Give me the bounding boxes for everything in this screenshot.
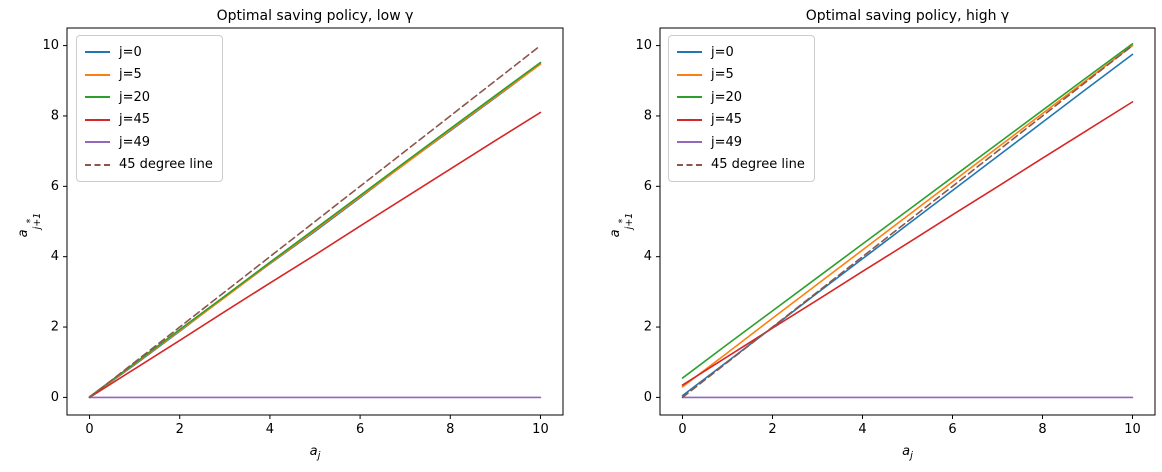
right-plot-area: 0 2 4 6 8 10 0 2 4 6 8 10 (635, 27, 1156, 437)
x-tick-label: 0 (678, 422, 686, 437)
y-tick-label: 0 (644, 390, 652, 405)
legend-line-sample (677, 163, 702, 166)
y-tick-label: 0 (51, 390, 59, 405)
left-x-axis-label: aj (309, 444, 321, 462)
legend-label: j=49 (119, 134, 151, 150)
legend-label: 45 degree line (711, 157, 805, 173)
right-plot-title: Optimal saving policy, high γ (805, 8, 1010, 24)
x-tick-label: 6 (948, 422, 956, 437)
y-tick-label: 10 (635, 38, 652, 53)
x-tick-label: 4 (858, 422, 866, 437)
legend-line-sample (85, 163, 110, 166)
x-tick-label: 0 (85, 422, 93, 437)
y-tick-label: 6 (644, 179, 652, 194)
legend-item: j=5 (85, 64, 214, 87)
y-tick-label: 4 (644, 249, 652, 264)
x-tick-label: 10 (532, 422, 549, 437)
legend-line-sample (677, 141, 702, 144)
legend-item: j=49 (677, 131, 806, 154)
legend-label: j=49 (711, 134, 743, 150)
series-line-j-20 (681, 43, 1134, 379)
legend-item: j=20 (85, 86, 214, 109)
legend-label: j=5 (711, 67, 734, 83)
right-y-axis-label: a * j+1 (608, 212, 635, 238)
y-tick-label: 8 (644, 108, 652, 123)
x-tick-label: 10 (1124, 422, 1141, 437)
series-line-45-degree-line (88, 44, 542, 399)
left-y-axis-label: a * j+1 (16, 212, 43, 238)
legend-label: 45 degree line (119, 157, 213, 173)
axes-frame (659, 27, 1156, 416)
x-tick-label: 6 (356, 422, 364, 437)
right-x-axis-label: aj (902, 444, 913, 462)
legend-line-sample (85, 141, 110, 144)
x-tick-label: 2 (176, 422, 184, 437)
legend-line-sample (677, 118, 702, 121)
series-line-j-20 (88, 61, 542, 398)
left-plot-legend: j=0 j=5 j=20 j=45 j=49 45 degree line (76, 35, 223, 182)
legend-label: j=20 (711, 89, 743, 105)
series-line-45-degree-line (681, 44, 1134, 399)
legend-line-sample (85, 51, 110, 54)
right-plot-legend: j=0 j=5 j=20 j=45 j=49 45 degree line (668, 35, 815, 182)
y-tick-label: 8 (51, 108, 59, 123)
legend-line-sample (677, 73, 702, 76)
legend-label: j=20 (119, 89, 151, 105)
legend-line-sample (85, 96, 110, 99)
legend-line-sample (677, 96, 702, 99)
legend-item: j=45 (85, 109, 214, 132)
y-tick-label: 2 (644, 320, 652, 335)
legend-line-sample (85, 118, 110, 121)
x-tick-label: 4 (266, 422, 274, 437)
legend-label: j=45 (711, 112, 743, 128)
series-line-j-45 (681, 101, 1134, 386)
legend-item: 45 degree line (677, 154, 806, 177)
series-line-j-45 (88, 111, 542, 399)
legend-item: j=49 (85, 131, 214, 154)
legend-label: j=45 (119, 112, 151, 128)
legend-label: j=0 (711, 44, 734, 60)
legend-item: j=45 (677, 109, 806, 132)
y-tick-label: 6 (51, 179, 59, 194)
y-tick-label: 10 (42, 38, 59, 53)
x-tick-label: 8 (446, 422, 454, 437)
legend-line-sample (677, 51, 702, 54)
legend-line-sample (85, 73, 110, 76)
x-tick-label: 8 (1038, 422, 1046, 437)
legend-item: j=5 (677, 64, 806, 87)
legend-label: j=0 (119, 44, 142, 60)
legend-item: j=0 (85, 41, 214, 64)
left-plot-area: 0 2 4 6 8 10 0 2 4 6 8 10 (42, 27, 564, 437)
legend-item: 45 degree line (85, 154, 214, 177)
axes-frame (66, 27, 564, 416)
x-tick-label: 2 (768, 422, 776, 437)
legend-item: j=0 (677, 41, 806, 64)
series-line-j-5 (681, 44, 1134, 388)
y-tick-label: 2 (51, 320, 59, 335)
legend-label: j=5 (119, 67, 142, 83)
y-tick-label: 4 (51, 249, 59, 264)
legend-item: j=20 (677, 86, 806, 109)
left-plot-title: Optimal saving policy, low γ (216, 8, 414, 24)
